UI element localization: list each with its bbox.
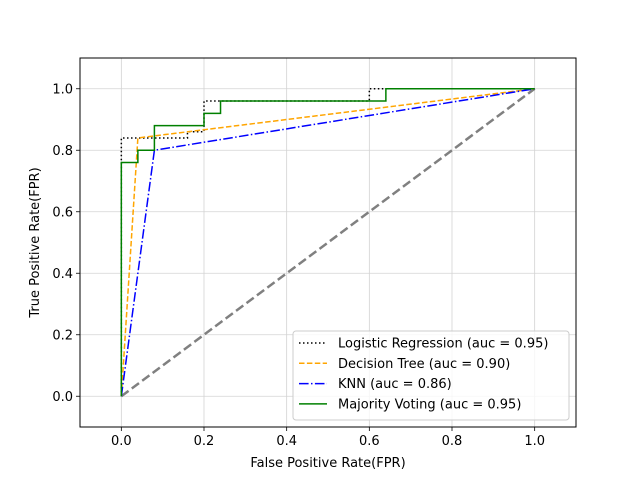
grid-lines xyxy=(80,58,576,427)
legend-box xyxy=(292,330,570,421)
legend-label-1: Decision Tree (auc = 0.90) xyxy=(338,357,510,372)
series-line-4 xyxy=(120,87,536,398)
x-tick-label: 1.0 xyxy=(524,434,545,449)
axis-ticks: 0.0 0.2 0.4 0.6 0.8 1.0 0.0 0.2 0.4 0.6 0.8 1.0 xyxy=(52,82,545,449)
y-tick-label: 0.4 xyxy=(52,267,73,282)
series-line-1 xyxy=(120,88,535,397)
y-tick-label: 0.2 xyxy=(52,328,73,343)
x-tick-label: 0.0 xyxy=(111,434,132,449)
x-tick-label: 0.2 xyxy=(194,434,215,449)
y-tick-label: 1.0 xyxy=(52,82,73,97)
x-tick-label: 0.4 xyxy=(276,434,297,449)
legend-label-3: Majority Voting (auc = 0.95) xyxy=(338,397,521,412)
legend-label-0: Logistic Regression (auc = 0.95) xyxy=(338,337,548,352)
legend: Logistic Regression (auc = 0.95) Decision… xyxy=(292,330,570,421)
x-axis-label: False Positive Rate(FPR) xyxy=(250,456,405,471)
y-tick-label: 0.6 xyxy=(52,205,73,220)
legend-label-2: KNN (auc = 0.86) xyxy=(338,377,452,392)
y-axis-label: True Positive Rate(FPR) xyxy=(28,167,43,318)
y-tick-label: 0.8 xyxy=(52,144,73,159)
plot-frame xyxy=(79,57,577,428)
series-line-3 xyxy=(120,88,535,397)
y-tick-label: 0.0 xyxy=(52,390,73,405)
series-line-2 xyxy=(120,88,535,397)
x-tick-label: 0.6 xyxy=(359,434,380,449)
x-tick-label: 0.8 xyxy=(442,434,463,449)
plot-series xyxy=(120,87,536,398)
